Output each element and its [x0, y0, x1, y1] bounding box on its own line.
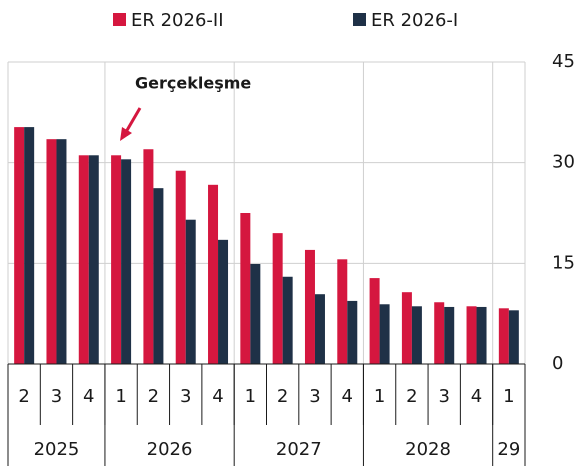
x-tick-label: 1: [374, 386, 385, 407]
bar: [304, 249, 315, 364]
bar: [401, 292, 412, 364]
bar: [121, 159, 132, 364]
bar: [46, 139, 57, 364]
x-tick-label: 3: [180, 386, 191, 407]
y-tick-label: 30: [552, 152, 575, 173]
y-tick-label: 0: [552, 353, 563, 374]
bar: [78, 155, 89, 364]
x-tick-label: 2: [406, 386, 417, 407]
bar: [56, 139, 67, 364]
bar: [466, 306, 477, 364]
x-tick-label: 2: [18, 386, 29, 407]
bar: [347, 300, 358, 364]
bar: [88, 155, 99, 364]
x-tick-label: 3: [309, 386, 320, 407]
year-label: 2027: [276, 439, 322, 460]
bar: [175, 170, 186, 364]
x-tick-label: 3: [51, 386, 62, 407]
legend-label: ER 2026-I: [371, 10, 458, 31]
bar: [250, 264, 261, 364]
annotation-arrowhead: [120, 127, 132, 141]
bar: [337, 259, 348, 364]
y-tick-label: 15: [552, 252, 575, 273]
bar: [411, 306, 422, 364]
y-tick-label: 45: [552, 51, 575, 72]
bar: [24, 127, 35, 364]
bar: [314, 294, 325, 364]
year-label: 2026: [147, 439, 193, 460]
legend-label: ER 2026-II: [131, 10, 224, 31]
bar: [282, 276, 293, 364]
bar: [369, 278, 380, 364]
x-tick-label: 4: [342, 386, 353, 407]
x-tick-label: 4: [212, 386, 223, 407]
x-tick-label: 4: [83, 386, 94, 407]
year-label: 29: [497, 439, 520, 460]
bar: [272, 233, 283, 364]
x-tick-label: 1: [245, 386, 256, 407]
x-tick-label: 2: [277, 386, 288, 407]
legend-swatch: [113, 13, 126, 26]
year-label: 2025: [34, 439, 80, 460]
bar: [498, 308, 509, 364]
bar: [143, 149, 154, 364]
x-tick-label: 2: [148, 386, 159, 407]
bar: [379, 304, 390, 364]
x-tick-label: 1: [115, 386, 126, 407]
x-tick-label: 4: [471, 386, 482, 407]
bar: [208, 184, 219, 364]
bar: [218, 239, 229, 364]
annotation-arrow: [124, 107, 142, 133]
legend-swatch: [353, 13, 366, 26]
bar: [111, 155, 122, 364]
bar: [240, 213, 251, 364]
year-label: 2028: [405, 439, 451, 460]
bar: [153, 188, 164, 364]
bar: [444, 306, 455, 364]
x-tick-label: 3: [438, 386, 449, 407]
bar: [14, 127, 25, 364]
bar: [434, 302, 445, 364]
bar: [476, 306, 487, 364]
annotation: Gerçekleşme: [135, 74, 251, 93]
bar: [185, 219, 196, 364]
x-tick-label: 1: [503, 386, 514, 407]
bar: [508, 310, 519, 364]
